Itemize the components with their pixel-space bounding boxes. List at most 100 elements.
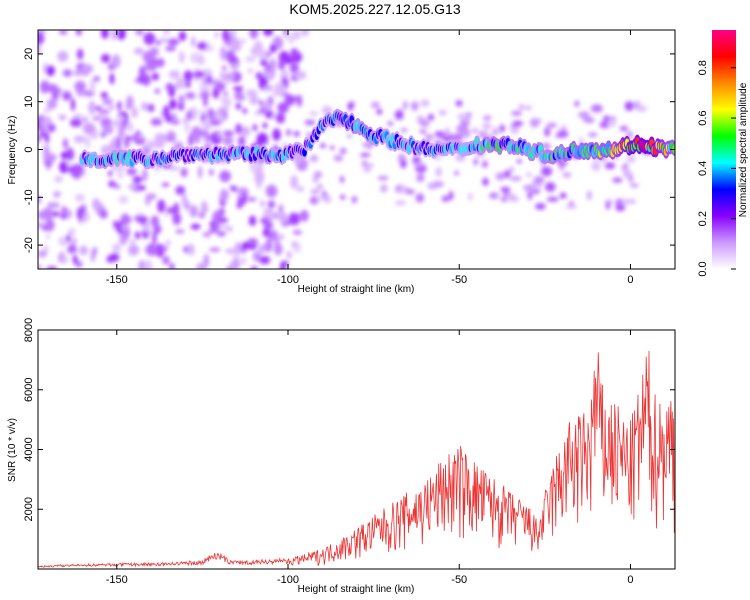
spectrogram-noise-blob [165,240,171,246]
spectrogram-noise-blob [310,154,319,163]
spectrogram-noise-blob [92,246,98,256]
spectrogram-noise-blob [169,263,175,269]
spectrogram-noise-blob [405,189,415,195]
spectrogram-noise-blob [233,253,240,260]
spectrogram-noise-blob [85,136,90,149]
spectrogram-noise-blob [245,89,258,98]
spectrogram-y-tick-label: 0 [23,146,35,152]
spectrogram-noise-blob [183,70,193,82]
spectrogram-noise-blob [380,184,388,193]
spectrogram-noise-blob [240,94,246,101]
spectrogram-noise-blob [626,154,636,163]
spectrogram-noise-blob [201,118,214,130]
spectrogram-noise-blob [134,231,141,240]
spectrogram-noise-blob [128,244,140,256]
spectrogram-noise-blob [252,251,262,262]
spectrogram-x-tick-label: 0 [627,274,633,286]
spectrogram-noise-blob [108,180,117,188]
spectrogram-noise-blob [231,257,241,269]
spectrogram-noise-blob [222,130,235,137]
spectrogram-noise-blob [231,61,239,70]
spectrogram-noise-blob [165,82,174,92]
spectrogram-noise-blob [131,107,138,119]
spectrogram-noise-blob [95,106,101,111]
spectrogram-noise-blob [70,118,82,128]
snr-y-tick-label: 6000 [23,378,35,402]
spectrogram-noise-blob [134,47,145,55]
spectrogram-noise-blob [161,182,170,187]
spectrogram-noise-blob [162,105,170,119]
spectrogram-noise-blob [184,120,190,134]
spectrogram-noise-blob [38,43,41,55]
spectrogram-noise-blob [62,138,68,150]
spectrogram-noise-blob [210,120,221,126]
snr-x-tick-label: -50 [451,574,467,586]
spectrogram-noise-blob [578,111,590,119]
spectrogram-noise-blob [70,98,76,112]
spectrogram-noise-blob [361,160,368,167]
spectrogram-noise-blob [237,193,243,198]
spectrogram-noise-blob [587,132,598,138]
spectrogram-noise-blob [109,252,120,262]
spectrogram-noise-blob [583,117,595,124]
spectrogram-noise-blob [269,58,277,73]
spectrogram-noise-blob [559,163,565,171]
spectrogram-noise-blob [47,83,59,94]
spectrogram-y-tick-label: 10 [23,96,35,108]
spectrogram-noise-blob [312,176,319,183]
spectrogram-noise-blob [316,184,324,190]
spectrogram-noise-blob [132,176,143,183]
spectrogram-noise-blob [38,195,42,205]
spectrogram-noise-blob [525,172,533,178]
spectrogram-noise-blob [193,70,205,78]
spectrogram-noise-blob [274,39,284,47]
snr-panel: -150 -100 -50 0 2000 4000 6000 8000 Height of s… [7,318,676,595]
spectrogram-noise-blob [123,117,129,125]
spectrogram-noise-blob [152,231,157,245]
spectrogram-noise-blob [253,40,263,53]
spectrogram-noise-blob [52,202,60,209]
spectrogram-noise-blob [172,212,182,225]
spectrogram-noise-blob [38,31,45,45]
spectrogram-noise-blob [121,223,129,231]
spectrogram-noise-blob [448,190,454,201]
spectrogram-noise-blob [290,48,299,59]
spectrogram-noise-blob [165,45,176,52]
spectrogram-noise-blob [207,108,215,119]
spectrogram-noise-blob [206,41,211,52]
spectrogram-noise-blob [102,97,113,106]
spectrogram-noise-blob [319,143,326,149]
snr-y-tick-label: 8000 [23,318,35,342]
snr-y-tick-label: 2000 [23,497,35,521]
spectrogram-noise-blob [232,86,244,91]
spectrogram-noise-blob [269,44,277,53]
colorbar-tick-label: 0.8 [697,60,709,75]
spectrogram-noise-blob [58,114,67,120]
spectrogram-noise-blob [522,185,535,190]
spectrogram-noise-blob [265,184,278,198]
spectrogram-noise-blob [481,160,488,168]
spectrogram-noise-blob [54,175,63,183]
spectrogram-noise-blob [367,163,374,168]
spectrogram-noise-blob [219,189,229,202]
spectrogram-noise-blob [143,221,151,234]
spectrogram-noise-blob [116,30,126,40]
spectrogram-noise-blob [217,217,229,223]
spectrogram-noise-blob [263,207,275,215]
spectrogram-noise-blob [166,130,176,140]
spectrogram-noise-blob [116,100,122,111]
spectrogram-noise-blob [219,46,227,60]
spectrogram-noise-blob [202,231,212,238]
spectrogram-noise-blob [44,153,57,162]
spectrogram-noise-blob [249,30,259,39]
spectrogram-noise-blob [444,127,450,137]
spectrogram-noise-blob [609,116,617,122]
spectrogram-noise-blob [192,139,202,144]
spectrogram-noise-blob [415,193,425,203]
spectrogram-noise-blob [180,79,187,89]
spectrogram-noise-blob [206,74,213,85]
spectrogram-noise-blob [169,98,177,110]
spectrogram-y-tick-label: -20 [23,237,35,253]
spectrogram-noise-blob [235,123,243,135]
spectrogram-noise-blob [178,31,187,42]
